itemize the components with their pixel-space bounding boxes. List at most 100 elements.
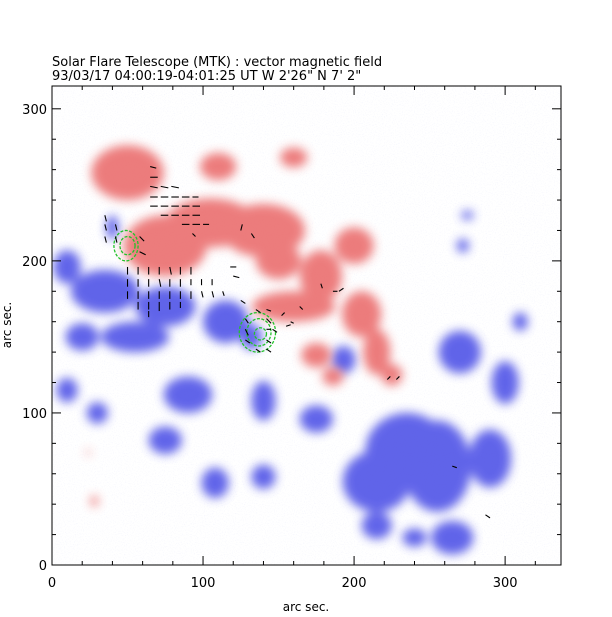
field-vector xyxy=(255,309,261,314)
negative-polarity-patch xyxy=(148,426,182,454)
x-tick-label: 0 xyxy=(48,576,56,591)
negative-polarity-patch xyxy=(342,450,411,512)
field-vector xyxy=(158,279,162,287)
negative-polarity-patch xyxy=(431,520,474,555)
field-vector xyxy=(266,348,272,353)
x-tick-label: 200 xyxy=(342,576,367,591)
positive-polarity-patch xyxy=(363,329,391,375)
negative-polarity-patch xyxy=(251,381,276,421)
field-vector xyxy=(114,224,118,231)
field-vector xyxy=(240,299,246,304)
field-vector xyxy=(139,251,146,256)
y-tick-label: 100 xyxy=(22,407,47,422)
field-vector xyxy=(150,166,157,169)
field-vector xyxy=(150,185,158,189)
positive-polarity-patch xyxy=(252,291,336,322)
negative-polarity-patch xyxy=(331,346,356,374)
negative-polarity-patch xyxy=(491,361,519,404)
field-vector xyxy=(200,291,204,298)
negative-polarity-patch xyxy=(203,300,249,343)
field-vector xyxy=(211,291,215,298)
field-vector xyxy=(290,321,294,324)
positive-polarity-patch xyxy=(280,147,308,168)
positive-polarity-layer xyxy=(85,145,403,507)
field-vector xyxy=(160,185,169,189)
x-tick-label: 100 xyxy=(191,576,216,591)
field-vector xyxy=(281,312,285,317)
field-contour xyxy=(113,229,139,262)
field-vector xyxy=(104,236,107,243)
field-vector xyxy=(266,309,272,312)
negative-polarity-patch xyxy=(86,402,108,424)
field-vector xyxy=(114,236,118,243)
negative-polarity-patch xyxy=(65,323,99,351)
figure-subtitle: 93/03/17 04:00:19-04:01:25 UT W 2'26" N … xyxy=(52,69,361,84)
positive-polarity-patch xyxy=(85,450,91,455)
field-vector xyxy=(244,329,249,336)
positive-polarity-patch xyxy=(322,367,344,386)
negative-polarity-patch xyxy=(251,464,276,489)
x-tick-labels: 0 100 200 300 xyxy=(48,576,518,591)
positive-polarity-patch xyxy=(255,242,302,280)
field-vector xyxy=(139,236,145,242)
negative-polarity-patch xyxy=(361,511,392,540)
positive-polarity-patch xyxy=(301,342,332,368)
x-tick-label: 300 xyxy=(493,576,518,591)
negative-polarity-patch xyxy=(163,376,213,413)
negative-polarity-patch xyxy=(468,429,512,488)
axis-ticks xyxy=(51,86,561,566)
figure-title: Solar Flare Telescope (MTK) : vector mag… xyxy=(52,55,382,70)
field-vector xyxy=(272,328,278,333)
negative-polarity-patch xyxy=(438,330,481,374)
field-contour xyxy=(253,327,268,341)
field-vector xyxy=(255,348,261,353)
negative-polarity-patch xyxy=(201,467,229,499)
positive-polarity-patch xyxy=(341,291,382,337)
field-vector xyxy=(299,306,304,310)
negative-polarity-patch xyxy=(101,321,170,353)
field-vector xyxy=(244,318,249,324)
field-vector xyxy=(452,465,457,469)
field-vector xyxy=(485,514,491,519)
field-vector xyxy=(386,376,391,380)
y-tick-label: 0 xyxy=(39,559,47,574)
positive-polarity-patch xyxy=(91,145,164,201)
y-tick-label: 200 xyxy=(22,255,47,270)
field-vector xyxy=(104,224,107,231)
negative-polarity-patch xyxy=(53,250,81,284)
contour-layer xyxy=(113,229,277,353)
field-vector xyxy=(171,185,179,189)
negative-polarity-patch xyxy=(299,405,333,433)
negative-polarity-patch xyxy=(135,286,196,327)
field-vector xyxy=(233,275,240,279)
field-vector xyxy=(192,233,196,237)
negative-polarity-patch xyxy=(512,312,528,331)
field-vector xyxy=(266,318,272,324)
x-axis-label: arc sec. xyxy=(283,600,329,614)
y-axis-label: arc sec. xyxy=(0,302,14,348)
field-vector xyxy=(245,339,251,344)
negative-polarity-patch xyxy=(70,269,139,313)
positive-polarity-patch xyxy=(200,152,237,181)
field-vector xyxy=(338,287,344,292)
y-tick-labels: 0 100 200 300 xyxy=(22,103,47,574)
field-vector xyxy=(395,376,400,380)
field-vector xyxy=(222,291,225,297)
field-vector xyxy=(169,266,172,275)
negative-polarity-patch xyxy=(461,210,474,220)
field-contour xyxy=(119,235,136,256)
negative-polarity-patch xyxy=(456,238,469,253)
field-vector xyxy=(266,339,272,344)
field-vector xyxy=(250,233,255,239)
field-vector xyxy=(240,224,243,231)
field-contour xyxy=(246,318,272,347)
field-vector xyxy=(285,324,291,327)
positive-polarity-patch xyxy=(129,236,145,255)
field-vector xyxy=(104,215,107,222)
transverse-field-vectors xyxy=(104,166,491,519)
positive-polarity-patch xyxy=(90,495,99,507)
field-contour xyxy=(238,311,277,353)
positive-polarity-patch xyxy=(334,227,374,264)
negative-polarity-patch xyxy=(56,377,78,403)
